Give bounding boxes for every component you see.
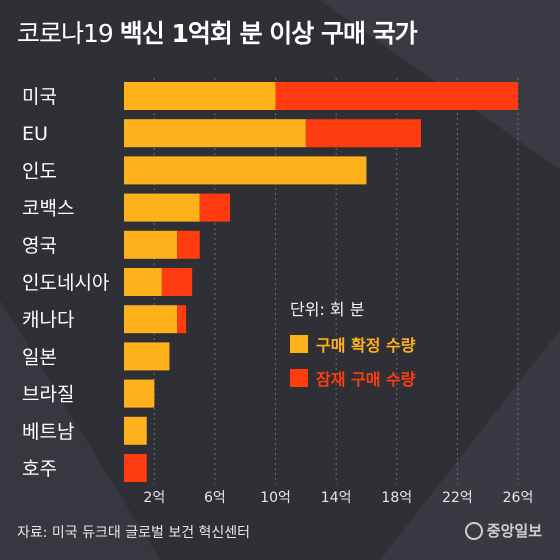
category-label: 캐나다 (22, 309, 74, 331)
category-label: 브라질 (22, 384, 74, 406)
bar-confirmed (124, 230, 178, 259)
bar-confirmed (124, 305, 178, 334)
category-label: 인도 (22, 160, 57, 182)
chart-title-bold: 백신 1억회 분 이상 구매 국가 (119, 19, 418, 48)
bar-confirmed (124, 379, 155, 408)
category-label: 호주 (22, 458, 57, 480)
bar-potential (275, 82, 518, 110)
category-label: 코백스 (22, 198, 74, 220)
x-tick-label: 14억 (321, 490, 352, 506)
category-label: 베트남 (22, 421, 74, 443)
publisher-logo: 중앙일보 (464, 520, 542, 541)
logo-circle-icon (464, 521, 483, 540)
legend-swatch-confirmed (290, 335, 308, 353)
bar-confirmed (124, 342, 170, 371)
bar-confirmed (124, 82, 276, 110)
x-tick-label: 2억 (143, 490, 165, 506)
legend: 단위: 회 분 구매 확정 수량 잠재 구매 수량 (290, 296, 415, 400)
legend-label-potential: 잠재 구매 수량 (316, 370, 416, 389)
bar-confirmed (124, 416, 147, 445)
bar-potential (177, 230, 200, 259)
logo-text: 중앙일보 (486, 522, 542, 540)
x-tick-label: 6억 (204, 490, 226, 506)
bar-confirmed (124, 156, 367, 185)
category-label: 일본 (22, 346, 57, 368)
bar-confirmed (124, 268, 162, 296)
x-tick-label: 26억 (503, 490, 534, 506)
bar-potential (124, 454, 147, 482)
x-tick-label: 18억 (381, 490, 412, 506)
bar-confirmed (124, 193, 200, 222)
bar-potential (305, 119, 422, 148)
x-tick-label: 22억 (442, 490, 473, 506)
bar-potential (161, 268, 193, 296)
category-label: 미국 (22, 86, 57, 108)
legend-item-potential: 잠재 구매 수량 (290, 366, 415, 390)
category-label: 영국 (22, 235, 57, 257)
bar-confirmed (124, 119, 306, 148)
chart-title: 코로나19 백신 1억회 분 이상 구매 국가 (17, 14, 418, 50)
legend-swatch-potential (290, 369, 308, 387)
x-tick-label: 10억 (260, 490, 291, 506)
legend-unit: 단위: 회 분 (290, 300, 365, 319)
bar-potential (177, 305, 187, 334)
legend-label-confirmed: 구매 확정 수량 (316, 336, 416, 355)
chart-title-light: 코로나19 (17, 19, 114, 48)
category-label: EU (22, 123, 48, 145)
source-note: 자료: 미국 듀크대 글로벌 보건 혁신센터 (17, 525, 251, 541)
category-label: 인도네시아 (22, 272, 109, 294)
legend-item-confirmed: 구매 확정 수량 (290, 332, 415, 356)
bar-potential (199, 193, 231, 222)
